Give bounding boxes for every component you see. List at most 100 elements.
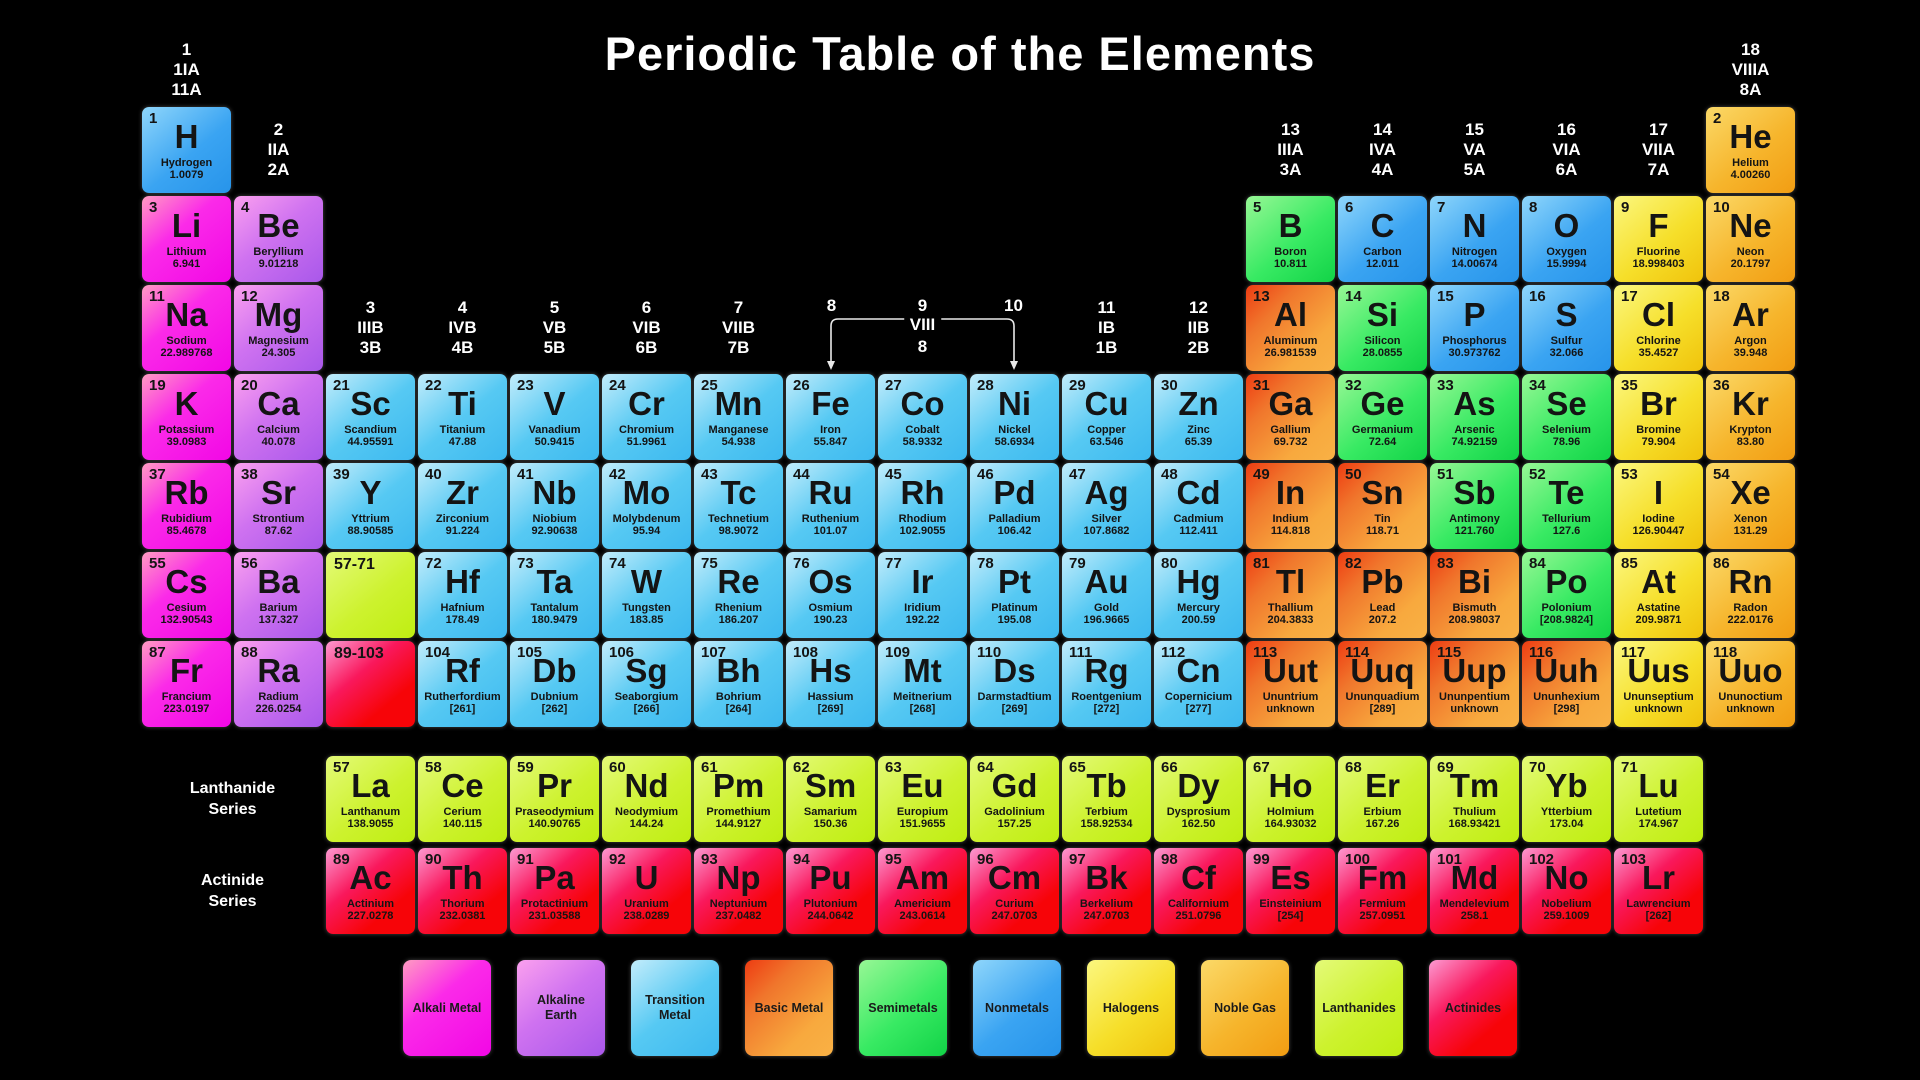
element-cell-cm[interactable]: 96 Cm Curium 247.0703 <box>970 848 1059 934</box>
element-cell-uuq[interactable]: 114 Uuq Ununquadium [289] <box>1338 641 1427 727</box>
element-cell-si[interactable]: 14 Si Silicon 28.0855 <box>1338 285 1427 371</box>
element-cell-p[interactable]: 15 P Phosphorus 30.973762 <box>1430 285 1519 371</box>
element-cell-mn[interactable]: 25 Mn Manganese 54.938 <box>694 374 783 460</box>
element-cell-nb[interactable]: 41 Nb Niobium 92.90638 <box>510 463 599 549</box>
element-cell-ac[interactable]: 89 Ac Actinium 227.0278 <box>326 848 415 934</box>
element-cell-lr[interactable]: 103 Lr Lawrencium [262] <box>1614 848 1703 934</box>
element-cell-zr[interactable]: 40 Zr Zirconium 91.224 <box>418 463 507 549</box>
element-cell-no[interactable]: 102 No Nobelium 259.1009 <box>1522 848 1611 934</box>
element-cell-cu[interactable]: 29 Cu Copper 63.546 <box>1062 374 1151 460</box>
element-cell-zn[interactable]: 30 Zn Zinc 65.39 <box>1154 374 1243 460</box>
element-cell-cl[interactable]: 17 Cl Chlorine 35.4527 <box>1614 285 1703 371</box>
element-cell-ga[interactable]: 31 Ga Gallium 69.732 <box>1246 374 1335 460</box>
element-cell-uus[interactable]: 117 Uus Ununseptium unknown <box>1614 641 1703 727</box>
element-cell-al[interactable]: 13 Al Aluminum 26.981539 <box>1246 285 1335 371</box>
element-cell-pa[interactable]: 91 Pa Protactinium 231.03588 <box>510 848 599 934</box>
element-cell-ho[interactable]: 67 Ho Holmium 164.93032 <box>1246 756 1335 842</box>
element-cell-at[interactable]: 85 At Astatine 209.9871 <box>1614 552 1703 638</box>
element-cell-fr[interactable]: 87 Fr Francium 223.0197 <box>142 641 231 727</box>
element-cell-u[interactable]: 92 U Uranium 238.0289 <box>602 848 691 934</box>
element-cell-la[interactable]: 57 La Lanthanum 138.9055 <box>326 756 415 842</box>
element-cell-k[interactable]: 19 K Potassium 39.0983 <box>142 374 231 460</box>
element-cell-pb[interactable]: 82 Pb Lead 207.2 <box>1338 552 1427 638</box>
element-cell-ba[interactable]: 56 Ba Barium 137.327 <box>234 552 323 638</box>
element-cell-ge[interactable]: 32 Ge Germanium 72.64 <box>1338 374 1427 460</box>
element-cell-nd[interactable]: 60 Nd Neodymium 144.24 <box>602 756 691 842</box>
element-cell-au[interactable]: 79 Au Gold 196.9665 <box>1062 552 1151 638</box>
element-cell-sg[interactable]: 106 Sg Seaborgium [266] <box>602 641 691 727</box>
element-cell-ir[interactable]: 77 Ir Iridium 192.22 <box>878 552 967 638</box>
element-cell-i[interactable]: 53 I Iodine 126.90447 <box>1614 463 1703 549</box>
element-cell-o[interactable]: 8 O Oxygen 15.9994 <box>1522 196 1611 282</box>
element-cell-tc[interactable]: 43 Tc Technetium 98.9072 <box>694 463 783 549</box>
element-cell-b[interactable]: 5 B Boron 10.811 <box>1246 196 1335 282</box>
element-cell-he[interactable]: 2 He Helium 4.00260 <box>1706 107 1795 193</box>
element-cell-md[interactable]: 101 Md Mendelevium 258.1 <box>1430 848 1519 934</box>
element-cell-y[interactable]: 39 Y Yttrium 88.90585 <box>326 463 415 549</box>
element-cell-li[interactable]: 3 Li Lithium 6.941 <box>142 196 231 282</box>
element-cell-lu[interactable]: 71 Lu Lutetium 174.967 <box>1614 756 1703 842</box>
element-cell-se[interactable]: 34 Se Selenium 78.96 <box>1522 374 1611 460</box>
element-cell-db[interactable]: 105 Db Dubnium [262] <box>510 641 599 727</box>
element-cell-bh[interactable]: 107 Bh Bohrium [264] <box>694 641 783 727</box>
element-cell-n[interactable]: 7 N Nitrogen 14.00674 <box>1430 196 1519 282</box>
element-cell-bi[interactable]: 83 Bi Bismuth 208.98037 <box>1430 552 1519 638</box>
element-cell-sn[interactable]: 50 Sn Tin 118.71 <box>1338 463 1427 549</box>
element-cell-po[interactable]: 84 Po Polonium [208.9824] <box>1522 552 1611 638</box>
element-cell-cr[interactable]: 24 Cr Chromium 51.9961 <box>602 374 691 460</box>
element-cell-am[interactable]: 95 Am Americium 243.0614 <box>878 848 967 934</box>
element-cell-pd[interactable]: 46 Pd Palladium 106.42 <box>970 463 1059 549</box>
element-cell-dy[interactable]: 66 Dy Dysprosium 162.50 <box>1154 756 1243 842</box>
element-cell-rn[interactable]: 86 Rn Radon 222.0176 <box>1706 552 1795 638</box>
element-cell-pt[interactable]: 78 Pt Platinum 195.08 <box>970 552 1059 638</box>
element-cell-ru[interactable]: 44 Ru Ruthenium 101.07 <box>786 463 875 549</box>
element-cell-uuh[interactable]: 116 Uuh Ununhexium [298] <box>1522 641 1611 727</box>
element-cell-cf[interactable]: 98 Cf Californium 251.0796 <box>1154 848 1243 934</box>
element-cell-hf[interactable]: 72 Hf Hafnium 178.49 <box>418 552 507 638</box>
element-cell-mt[interactable]: 109 Mt Meitnerium [268] <box>878 641 967 727</box>
element-cell-ce[interactable]: 58 Ce Cerium 140.115 <box>418 756 507 842</box>
element-cell-gd[interactable]: 64 Gd Gadolinium 157.25 <box>970 756 1059 842</box>
element-cell-sb[interactable]: 51 Sb Antimony 121.760 <box>1430 463 1519 549</box>
element-cell-uup[interactable]: 115 Uup Ununpentium unknown <box>1430 641 1519 727</box>
element-cell-tl[interactable]: 81 Tl Thallium 204.3833 <box>1246 552 1335 638</box>
element-cell-sm[interactable]: 62 Sm Samarium 150.36 <box>786 756 875 842</box>
element-cell-mg[interactable]: 12 Mg Magnesium 24.305 <box>234 285 323 371</box>
element-cell-pm[interactable]: 61 Pm Promethium 144.9127 <box>694 756 783 842</box>
element-cell-eu[interactable]: 63 Eu Europium 151.9655 <box>878 756 967 842</box>
element-cell-mo[interactable]: 42 Mo Molybdenum 95.94 <box>602 463 691 549</box>
element-cell-uut[interactable]: 113 Uut Ununtrium unknown <box>1246 641 1335 727</box>
element-cell-pr[interactable]: 59 Pr Praseodymium 140.90765 <box>510 756 599 842</box>
series-placeholder-cell[interactable]: 89-103 <box>326 641 415 727</box>
element-cell-te[interactable]: 52 Te Tellurium 127.6 <box>1522 463 1611 549</box>
element-cell-h[interactable]: 1 H Hydrogen 1.0079 <box>142 107 231 193</box>
element-cell-er[interactable]: 68 Er Erbium 167.26 <box>1338 756 1427 842</box>
element-cell-pu[interactable]: 94 Pu Plutonium 244.0642 <box>786 848 875 934</box>
element-cell-ra[interactable]: 88 Ra Radium 226.0254 <box>234 641 323 727</box>
series-placeholder-cell[interactable]: 57-71 <box>326 552 415 638</box>
element-cell-re[interactable]: 75 Re Rhenium 186.207 <box>694 552 783 638</box>
element-cell-es[interactable]: 99 Es Einsteinium [254] <box>1246 848 1335 934</box>
element-cell-uuo[interactable]: 118 Uuo Ununoctium unknown <box>1706 641 1795 727</box>
element-cell-v[interactable]: 23 V Vanadium 50.9415 <box>510 374 599 460</box>
element-cell-ag[interactable]: 47 Ag Silver 107.8682 <box>1062 463 1151 549</box>
element-cell-f[interactable]: 9 F Fluorine 18.998403 <box>1614 196 1703 282</box>
element-cell-as[interactable]: 33 As Arsenic 74.92159 <box>1430 374 1519 460</box>
element-cell-hs[interactable]: 108 Hs Hassium [269] <box>786 641 875 727</box>
element-cell-cs[interactable]: 55 Cs Cesium 132.90543 <box>142 552 231 638</box>
element-cell-yb[interactable]: 70 Yb Ytterbium 173.04 <box>1522 756 1611 842</box>
element-cell-ar[interactable]: 18 Ar Argon 39.948 <box>1706 285 1795 371</box>
element-cell-xe[interactable]: 54 Xe Xenon 131.29 <box>1706 463 1795 549</box>
element-cell-in[interactable]: 49 In Indium 114.818 <box>1246 463 1335 549</box>
element-cell-kr[interactable]: 36 Kr Krypton 83.80 <box>1706 374 1795 460</box>
element-cell-rf[interactable]: 104 Rf Rutherfordium [261] <box>418 641 507 727</box>
element-cell-rb[interactable]: 37 Rb Rubidium 85.4678 <box>142 463 231 549</box>
element-cell-ca[interactable]: 20 Ca Calcium 40.078 <box>234 374 323 460</box>
element-cell-ds[interactable]: 110 Ds Darmstadtium [269] <box>970 641 1059 727</box>
element-cell-bk[interactable]: 97 Bk Berkelium 247.0703 <box>1062 848 1151 934</box>
element-cell-rg[interactable]: 111 Rg Roentgenium [272] <box>1062 641 1151 727</box>
element-cell-tm[interactable]: 69 Tm Thulium 168.93421 <box>1430 756 1519 842</box>
element-cell-cd[interactable]: 48 Cd Cadmium 112.411 <box>1154 463 1243 549</box>
element-cell-np[interactable]: 93 Np Neptunium 237.0482 <box>694 848 783 934</box>
element-cell-ne[interactable]: 10 Ne Neon 20.1797 <box>1706 196 1795 282</box>
